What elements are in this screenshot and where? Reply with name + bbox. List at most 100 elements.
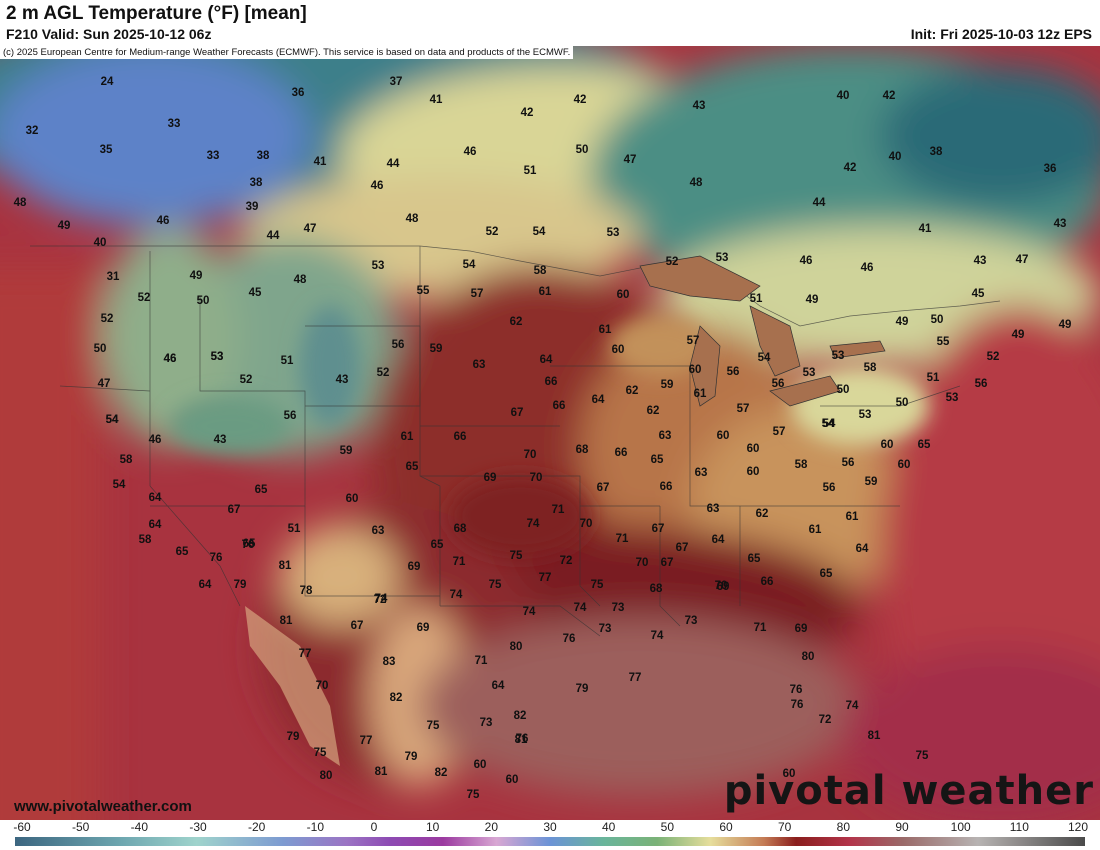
temperature-label: 38	[929, 146, 943, 158]
temperature-label: 70	[714, 580, 728, 592]
temperature-label: 46	[156, 215, 170, 227]
temperature-label: 79	[233, 579, 247, 591]
temperature-label: 60	[473, 759, 487, 771]
temperature-label: 74	[522, 606, 536, 618]
website-link[interactable]: www.pivotalweather.com	[14, 798, 192, 815]
copyright-notice: (c) 2025 European Centre for Medium-rang…	[0, 46, 574, 59]
temperature-label: 81	[514, 734, 528, 746]
temperature-label: 76	[209, 552, 223, 564]
temperature-label: 75	[488, 579, 502, 591]
temperature-label: 66	[453, 431, 467, 443]
temperature-label: 64	[855, 543, 869, 555]
temperature-label: 53	[945, 392, 959, 404]
temperature-label: 69	[794, 623, 808, 635]
temperature-label: 47	[1015, 254, 1029, 266]
temperature-label: 44	[812, 197, 826, 209]
temperature-label: 74	[374, 593, 388, 605]
temperature-label: 42	[843, 162, 857, 174]
temperature-label: 41	[918, 223, 932, 235]
brand-logo: pivotal weather	[723, 768, 1094, 814]
temperature-label: 67	[350, 620, 364, 632]
temperature-label: 61	[845, 511, 859, 523]
temperature-label: 46	[860, 262, 874, 274]
legend-color-bar	[15, 837, 1085, 846]
temperature-label: 77	[359, 735, 373, 747]
temperature-label: 51	[749, 293, 763, 305]
temperature-label: 63	[658, 430, 672, 442]
temperature-label: 60	[746, 466, 760, 478]
temperature-label: 82	[434, 767, 448, 779]
temperature-label: 60	[611, 344, 625, 356]
temperature-label: 76	[790, 699, 804, 711]
temperature-label: 72	[818, 714, 832, 726]
temperature-label: 46	[163, 353, 177, 365]
temperature-label: 65	[650, 454, 664, 466]
temperature-label: 39	[245, 201, 259, 213]
temperature-label: 64	[198, 579, 212, 591]
temperature-label: 59	[660, 379, 674, 391]
temperature-label: 56	[841, 457, 855, 469]
temperature-label: 46	[799, 255, 813, 267]
temperature-label: 79	[286, 731, 300, 743]
temperature-label: 62	[625, 385, 639, 397]
temperature-label: 48	[689, 177, 703, 189]
temperature-label: 46	[463, 146, 477, 158]
legend-tick-label: 110	[1009, 820, 1029, 834]
temperature-label: 70	[635, 557, 649, 569]
legend-tick-label: 120	[1067, 820, 1089, 834]
legend-tick-label: 80	[836, 820, 851, 834]
temperature-label: 61	[808, 524, 822, 536]
temperature-label: 37	[389, 76, 403, 88]
temperature-label: 53	[606, 227, 620, 239]
temperature-label: 81	[279, 615, 293, 627]
temperature-label: 40	[836, 90, 850, 102]
temperature-label: 58	[119, 454, 133, 466]
temperature-label: 60	[688, 364, 702, 376]
temperature-label: 58	[533, 265, 547, 277]
temperature-label: 74	[845, 700, 859, 712]
valid-time: F210 Valid: Sun 2025-10-12 06z	[6, 26, 212, 42]
temperature-label: 41	[313, 156, 327, 168]
temperature-label: 77	[298, 648, 312, 660]
temperature-label: 56	[726, 366, 740, 378]
temperature-label: 55	[936, 336, 950, 348]
temperature-label: 66	[544, 376, 558, 388]
temperature-label: 65	[819, 568, 833, 580]
header: 2 m AGL Temperature (°F) [mean] F210 Val…	[0, 0, 1100, 46]
temperature-label: 53	[802, 367, 816, 379]
temperature-label: 80	[509, 641, 523, 653]
borders	[30, 245, 1001, 637]
temperature-label: 47	[97, 378, 111, 390]
temperature-label: 68	[453, 523, 467, 535]
temperature-label: 60	[880, 439, 894, 451]
temperature-label: 67	[596, 482, 610, 494]
legend-tick-label: 10	[425, 820, 440, 834]
temperature-label: 45	[971, 288, 985, 300]
temperature-label: 71	[474, 655, 488, 667]
temperature-label: 57	[686, 335, 700, 347]
temperature-label: 57	[470, 288, 484, 300]
temperature-label: 64	[591, 394, 605, 406]
temperature-label: 64	[491, 680, 505, 692]
temperature-label: 52	[485, 226, 499, 238]
temperature-label: 31	[106, 271, 120, 283]
temperature-label: 48	[13, 197, 27, 209]
temperature-label: 74	[526, 518, 540, 530]
temperature-label: 69	[483, 472, 497, 484]
temperature-label: 75	[466, 789, 480, 801]
temperature-label: 46	[370, 180, 384, 192]
temperature-label: 64	[148, 492, 162, 504]
temperature-label: 53	[715, 252, 729, 264]
temperature-label: 49	[805, 294, 819, 306]
temperature-label: 65	[405, 461, 419, 473]
temperature-label: 64	[539, 354, 553, 366]
temperature-label: 75	[590, 579, 604, 591]
temperature-label: 62	[755, 508, 769, 520]
temperature-label: 63	[706, 503, 720, 515]
temperature-label: 65	[242, 538, 256, 550]
temperature-label: 51	[280, 355, 294, 367]
temperature-label: 53	[210, 351, 224, 363]
temperature-label: 53	[210, 351, 224, 363]
temperature-label: 57	[736, 403, 750, 415]
temperature-label: 81	[278, 560, 292, 572]
